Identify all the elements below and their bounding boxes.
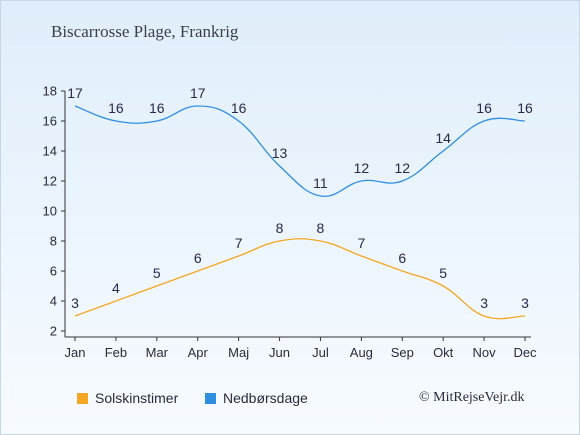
rain-data-label: 12 bbox=[394, 160, 410, 176]
rain-data-label: 16 bbox=[476, 100, 492, 116]
x-tick-label: Okt bbox=[433, 345, 454, 360]
legend-swatch-rain bbox=[205, 392, 216, 404]
x-tick-label: Jun bbox=[269, 345, 290, 360]
x-tick-label: Aug bbox=[350, 345, 373, 360]
sun-data-label: 8 bbox=[317, 220, 325, 236]
legend-label-rain: Nedbørsdage bbox=[223, 390, 308, 406]
rain-data-label: 16 bbox=[517, 100, 533, 116]
x-tick-label: Dec bbox=[513, 345, 537, 360]
y-tick-label: 12 bbox=[43, 174, 57, 189]
rain-data-label: 13 bbox=[272, 145, 288, 161]
rain-data-label: 14 bbox=[435, 130, 451, 146]
rain-data-label: 16 bbox=[231, 100, 247, 116]
rain-data-label: 12 bbox=[354, 160, 370, 176]
y-tick-label: 8 bbox=[50, 234, 57, 249]
y-tick-label: 6 bbox=[50, 264, 57, 279]
credit-text: © MitRejseVejr.dk bbox=[419, 390, 525, 405]
legend-label-sun: Solskinstimer bbox=[95, 390, 179, 406]
rain-data-label: 16 bbox=[108, 100, 124, 116]
sun-data-label: 7 bbox=[235, 235, 243, 251]
rain-data-label: 16 bbox=[149, 100, 165, 116]
x-tick-label: Maj bbox=[228, 345, 249, 360]
y-tick-label: 18 bbox=[43, 84, 57, 99]
legend-item-sun: Solskinstimer bbox=[77, 390, 178, 406]
y-tick-label: 14 bbox=[43, 144, 57, 159]
sun-data-label: 5 bbox=[153, 265, 161, 281]
legend-swatch-sun bbox=[77, 392, 88, 404]
rain-data-label: 11 bbox=[313, 175, 328, 191]
sun-data-label: 6 bbox=[398, 250, 406, 266]
sun-data-label: 7 bbox=[357, 235, 365, 251]
sun-data-label: 3 bbox=[521, 295, 529, 311]
sun-data-label: 5 bbox=[439, 265, 447, 281]
y-tick-label: 10 bbox=[43, 204, 57, 219]
sun-data-label: 8 bbox=[276, 220, 284, 236]
x-tick-label: Apr bbox=[188, 345, 209, 360]
sun-series-line bbox=[74, 238, 526, 320]
legend-item-rain: Nedbørsdage bbox=[205, 390, 308, 406]
rain-series-line bbox=[74, 105, 526, 197]
sun-data-label: 4 bbox=[112, 280, 120, 296]
x-tick-label: Mar bbox=[146, 345, 169, 360]
x-tick-label: Jan bbox=[65, 345, 86, 360]
y-tick-label: 4 bbox=[50, 294, 57, 309]
x-tick-label: Jul bbox=[312, 345, 329, 360]
rain-data-label: 17 bbox=[67, 85, 83, 101]
y-tick-label: 2 bbox=[50, 324, 57, 339]
sun-data-label: 6 bbox=[194, 250, 202, 266]
y-tick-label: 16 bbox=[43, 114, 57, 129]
rain-data-label: 17 bbox=[190, 85, 206, 101]
x-tick-label: Sep bbox=[391, 345, 414, 360]
x-tick-label: Feb bbox=[105, 345, 127, 360]
chart-title: Biscarrosse Plage, Frankrig bbox=[51, 22, 239, 41]
x-tick-label: Nov bbox=[473, 345, 497, 360]
sun-data-label: 3 bbox=[71, 295, 79, 311]
sun-data-label: 3 bbox=[480, 295, 488, 311]
